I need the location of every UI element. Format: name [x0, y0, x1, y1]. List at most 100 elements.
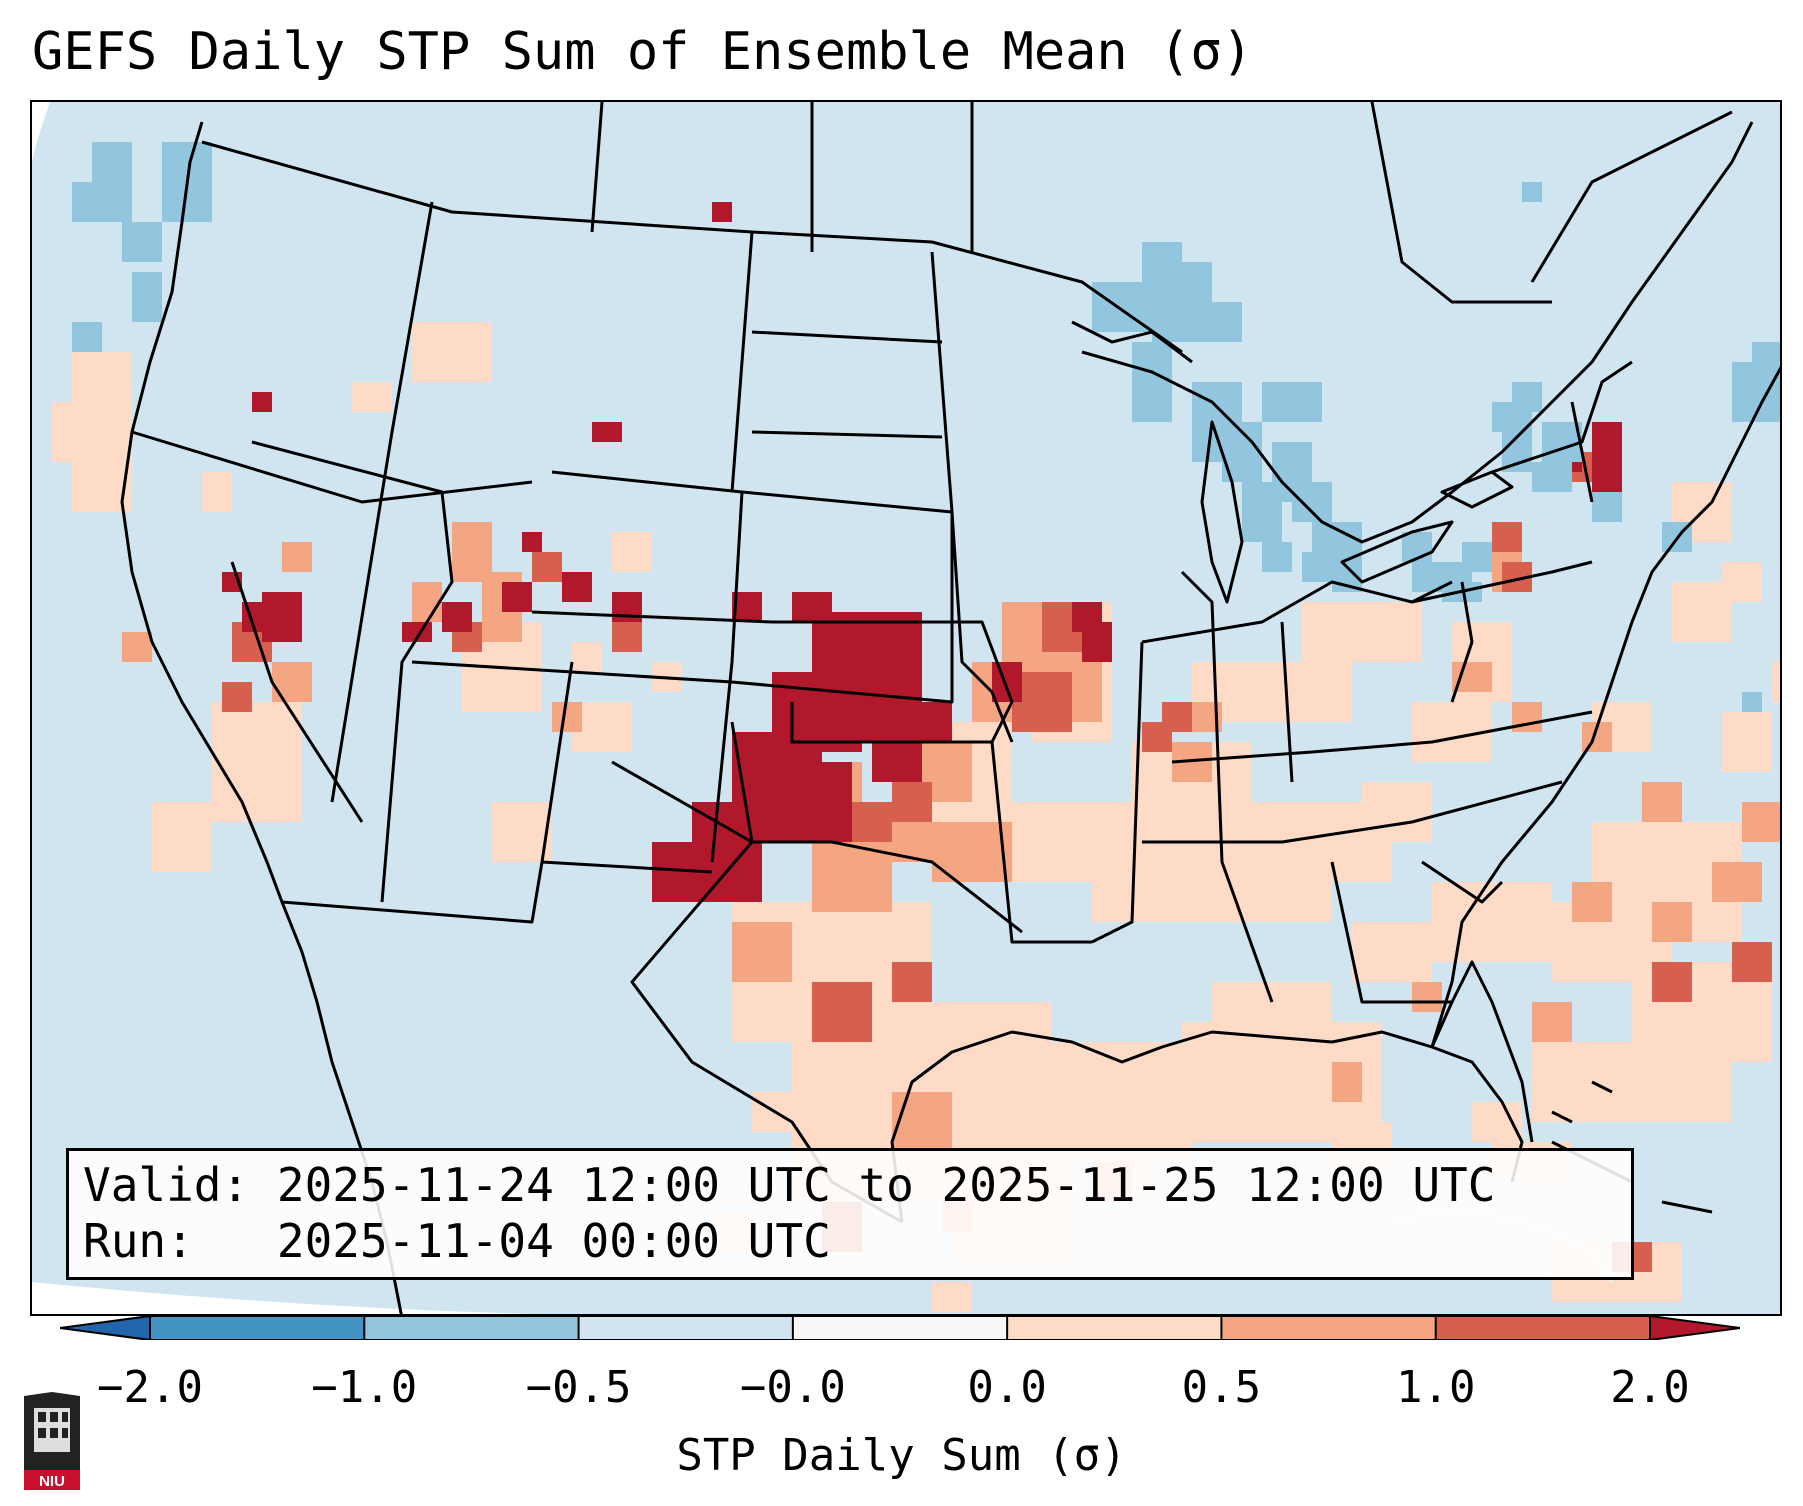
- colorbar-segments: [150, 1316, 1651, 1340]
- colorbar-over-arrow: [1649, 1316, 1740, 1340]
- state-line-34: [1370, 102, 1552, 304]
- run-time: 2025-11-04 00:00 UTC: [276, 1214, 831, 1268]
- state-line-4: [251, 440, 454, 903]
- state-line-1: [330, 201, 434, 803]
- field-cell: [1352, 922, 1432, 982]
- field-cell: [1292, 482, 1332, 522]
- field-cell: [532, 552, 562, 582]
- field-cell: [202, 472, 232, 512]
- canada-border: [201, 140, 1183, 354]
- field-cell: [272, 662, 312, 702]
- field-cell: [1652, 1062, 1692, 1102]
- state-line-26: [1142, 780, 1563, 844]
- niu-logo-text: NIU: [39, 1473, 65, 1490]
- field-cell: [1722, 562, 1762, 602]
- state-line-31: [1491, 360, 1633, 474]
- colorbar-segment: [792, 1316, 1008, 1340]
- colorbar: [60, 1316, 1740, 1340]
- state-line-8: [531, 610, 773, 624]
- state-line-19: [730, 721, 1023, 934]
- state-line-35: [1530, 110, 1733, 283]
- field-cell: [262, 592, 302, 642]
- field-cell: [242, 602, 262, 632]
- valid-run-info-box: Valid: 2025-11-24 12:00 UTC to 2025-11-2…: [66, 1148, 1634, 1280]
- state-line-17: [751, 430, 943, 439]
- field-cell: [812, 982, 872, 1042]
- field-cell: [1572, 882, 1612, 922]
- field-cell: [152, 802, 212, 872]
- field-cell: [1012, 802, 1152, 882]
- field-cell: [1162, 702, 1192, 732]
- state-line-18: [772, 620, 1014, 744]
- colorbar-segment: [364, 1316, 580, 1340]
- state-line-27: [1171, 710, 1593, 764]
- field-cell: [1332, 1062, 1362, 1102]
- field-cell: [1522, 182, 1542, 202]
- state-line-14: [730, 231, 754, 493]
- field-cell: [552, 702, 582, 732]
- valid-time-range: 2025-11-24 12:00 UTC to 2025-11-25 12:00…: [276, 1158, 1496, 1212]
- field-cell: [612, 622, 642, 652]
- colorbar-tick-label: 0.5: [1181, 1362, 1262, 1413]
- state-line-21: [990, 741, 1092, 944]
- field-cell: [222, 682, 252, 712]
- field-cell: [1732, 942, 1772, 982]
- field-cell: [502, 582, 532, 612]
- state-line-28: [1330, 861, 1452, 1004]
- field-cell: [1592, 422, 1622, 502]
- field-cell: [1262, 542, 1292, 572]
- field-cell: [1212, 982, 1332, 1042]
- state-line-7: [731, 490, 954, 704]
- field-cell: [442, 602, 472, 632]
- field-cell: [122, 632, 152, 662]
- field-cell: [1082, 622, 1112, 662]
- field-cell: [1642, 782, 1682, 822]
- colorbar-segment: [1221, 1316, 1437, 1340]
- map-panel: [30, 100, 1782, 1316]
- field-cell: [132, 272, 162, 322]
- field-cell: [1592, 492, 1622, 522]
- field-cell: [72, 182, 132, 222]
- field-cell: [282, 542, 312, 572]
- field-cell: [522, 532, 542, 552]
- state-line-33: [1570, 401, 1594, 503]
- state-line-5: [281, 860, 713, 924]
- field-cell: [1742, 802, 1780, 842]
- field-cell: [892, 782, 932, 822]
- field-cell: [1722, 712, 1772, 772]
- field-cell: [1462, 542, 1492, 572]
- west-coast-outline: [120, 121, 334, 1063]
- field-cell: [1772, 662, 1780, 702]
- state-line-24: [1280, 621, 1294, 783]
- colorbar-label: STP Daily Sum (σ): [676, 1430, 1127, 1481]
- run-label: Run:: [83, 1214, 194, 1268]
- geographic-outlines: [120, 102, 1780, 1314]
- state-line-32: [1411, 560, 1593, 604]
- field-cell: [1242, 482, 1282, 542]
- field-cell: [1532, 1042, 1732, 1122]
- stp-peak-cells: [222, 202, 1622, 902]
- projection-edge-left: [32, 102, 50, 162]
- field-cell: [792, 762, 852, 842]
- field-cell: [412, 322, 492, 382]
- colorbar-under-arrow: [60, 1316, 151, 1340]
- florida-outline: [1430, 960, 1534, 1143]
- field-cell: [352, 382, 392, 412]
- field-cell: [52, 402, 82, 462]
- field-cell: [1432, 882, 1552, 962]
- field-cell: [1532, 462, 1572, 492]
- state-line-30: [1450, 581, 1474, 703]
- niu-logo: NIU: [24, 1392, 80, 1490]
- field-cell: [1492, 522, 1522, 552]
- field-cell: [252, 742, 282, 782]
- field-cell: [1592, 942, 1652, 982]
- lake-erie-outline: [1340, 520, 1454, 584]
- colorbar-segment: [1007, 1316, 1222, 1340]
- colorbar-tick-labels: −2.0 −1.0 −0.5 −0.0 0.0 0.5 1.0 2.0: [0, 1362, 1803, 1422]
- gulf-coast-outline: [890, 1030, 1524, 1223]
- state-line-10: [540, 661, 574, 863]
- colorbar-tick-label: −1.0: [311, 1362, 418, 1413]
- stp-negative-cells: [72, 142, 1780, 712]
- field-cell: [612, 532, 652, 572]
- field-cell: [872, 722, 922, 782]
